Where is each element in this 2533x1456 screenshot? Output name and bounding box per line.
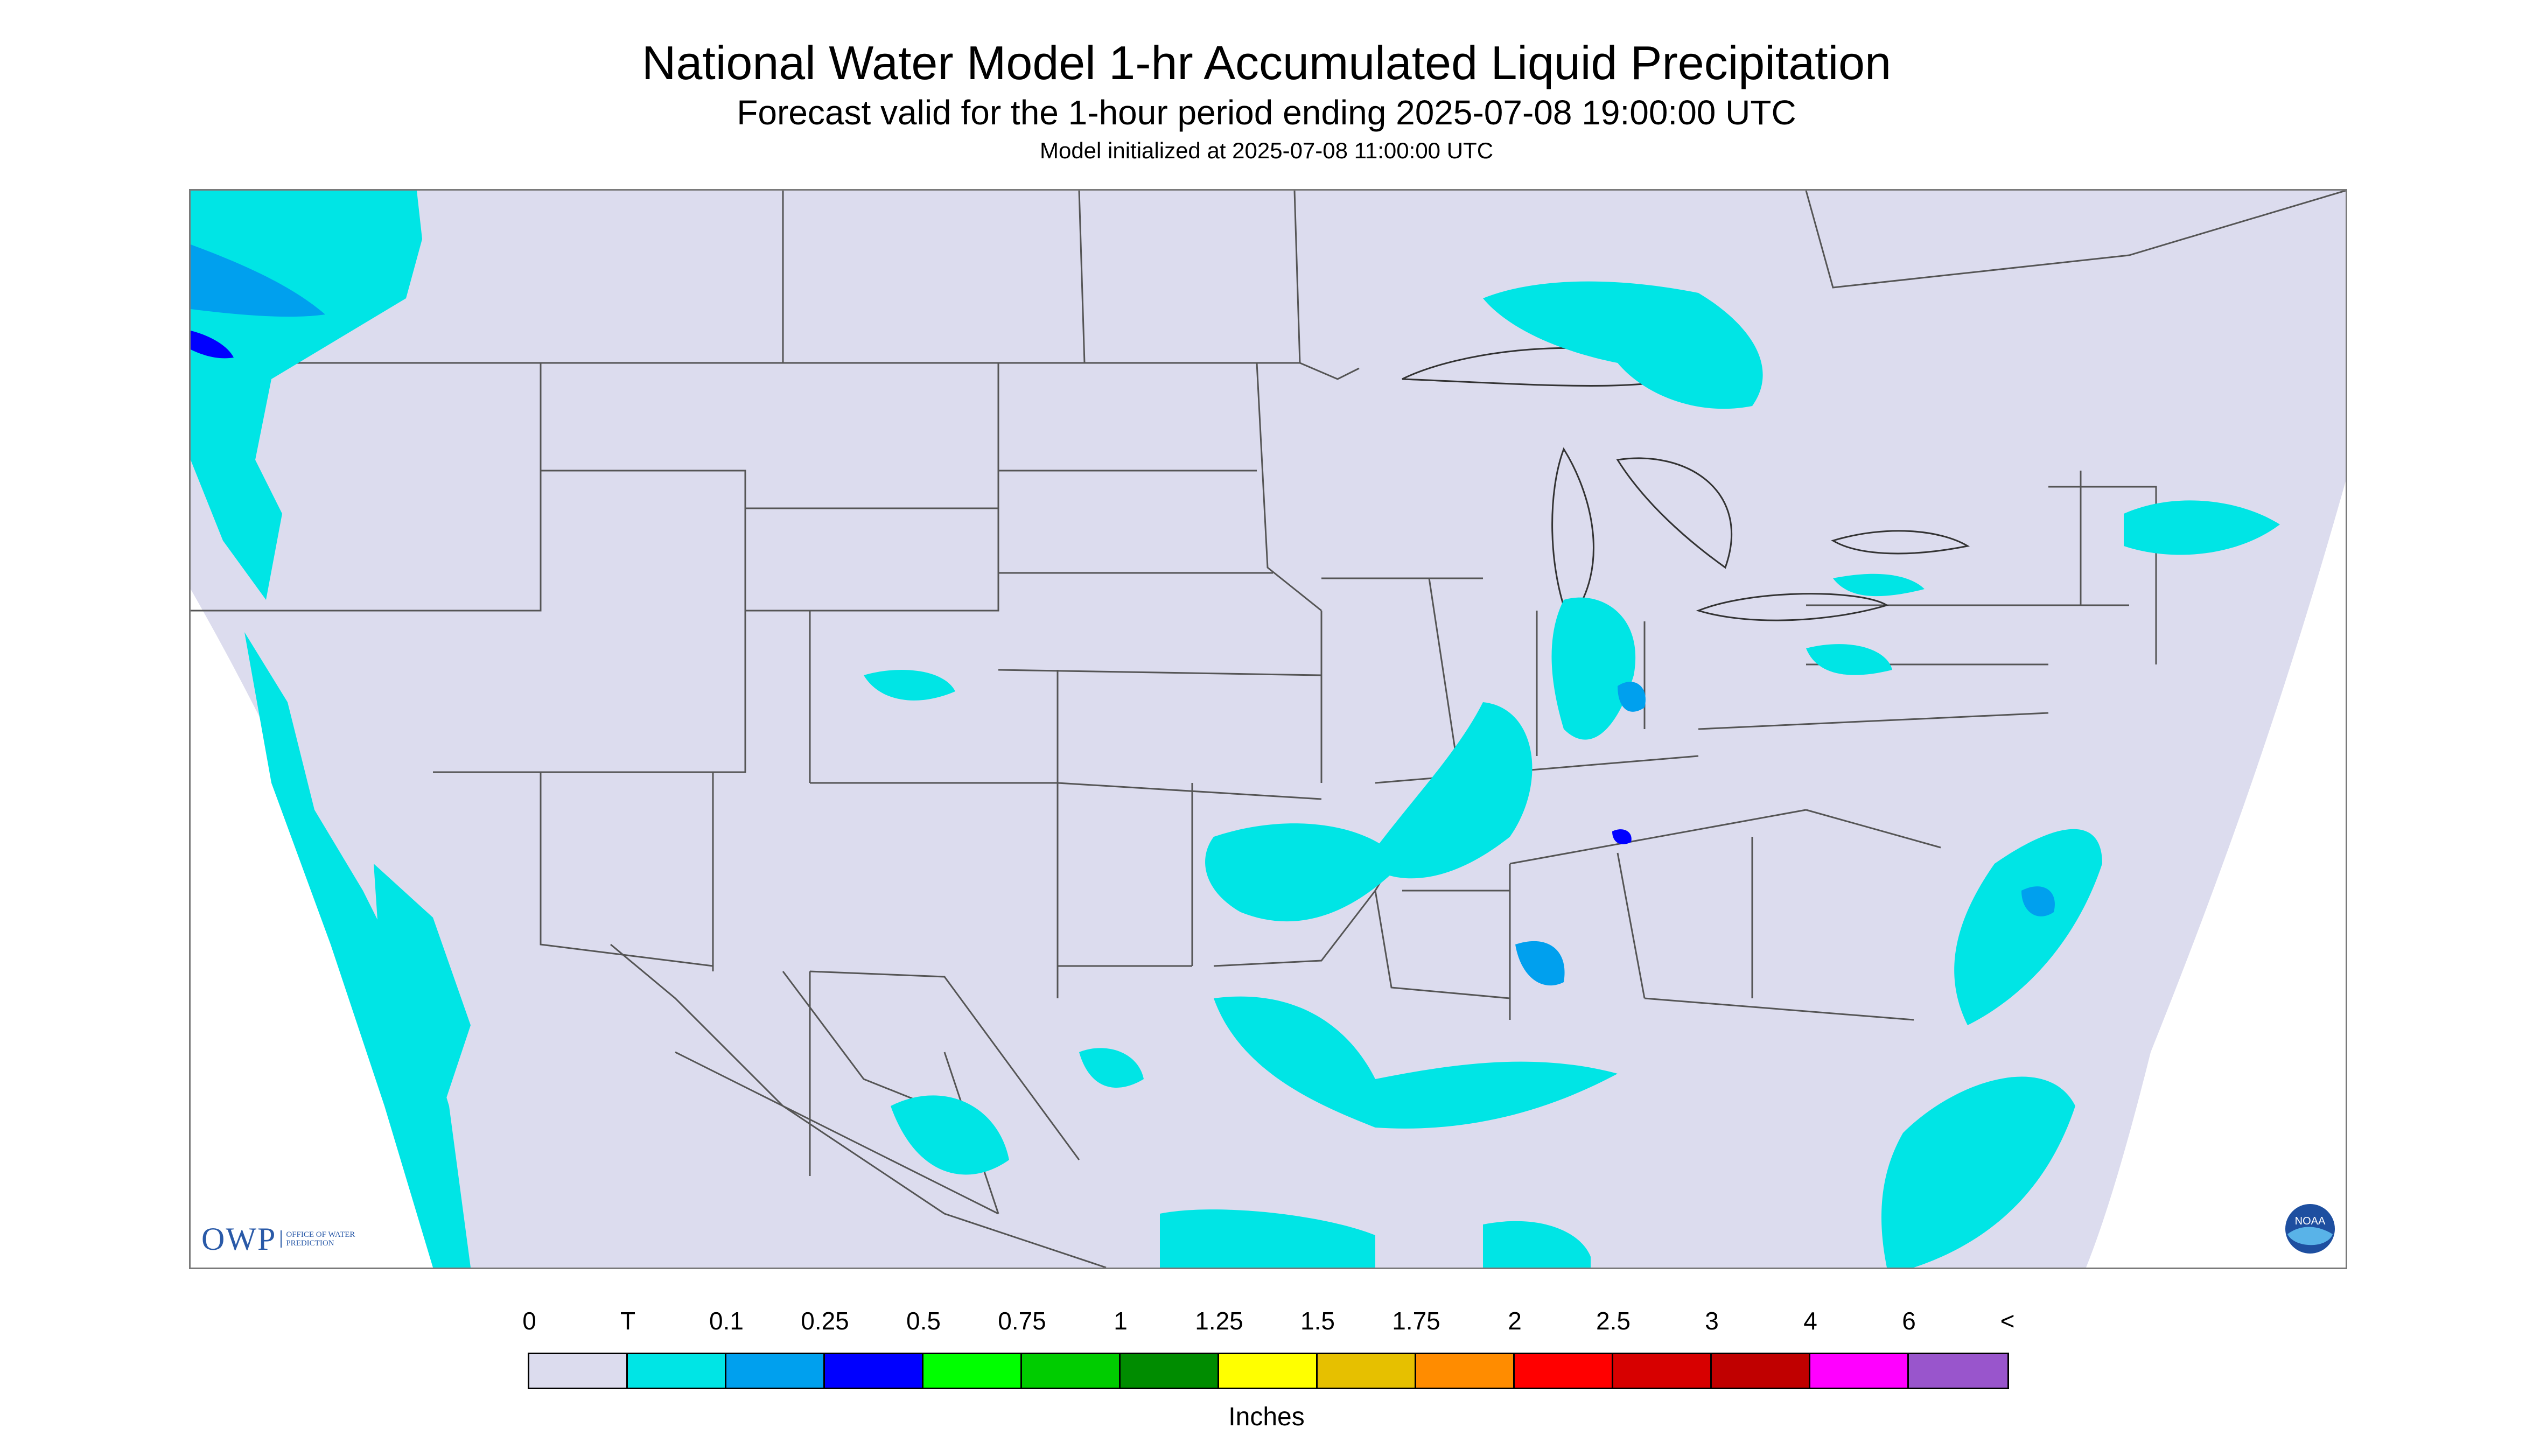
- legend-tick-label: 1.5: [1300, 1307, 1335, 1335]
- legend-tick-label: 2: [1508, 1307, 1522, 1335]
- legend-swatch: [1416, 1354, 1515, 1388]
- legend-tick-label: 0.25: [801, 1307, 849, 1335]
- legend-tick-label: 0: [522, 1307, 536, 1335]
- precip-light: [191, 244, 2055, 986]
- owp-logo: OWP OFFICE OF WATER PREDICTION: [201, 1220, 361, 1258]
- legend-color-bar: [528, 1353, 2009, 1389]
- noaa-logo-text: NOAA: [2295, 1215, 2326, 1227]
- owp-logo-text: OWP: [201, 1221, 277, 1257]
- legend-swatch: [529, 1354, 628, 1388]
- legend-tick-label: 1.75: [1392, 1307, 1440, 1335]
- legend-tick-label: 0.75: [998, 1307, 1046, 1335]
- legend-swatch: [1219, 1354, 1318, 1388]
- map-subtitle: Forecast valid for the 1-hour period end…: [737, 93, 1796, 132]
- legend-tick-label: <: [2000, 1307, 2015, 1335]
- model-domain: [191, 191, 2346, 1268]
- legend-swatch: [1712, 1354, 1810, 1388]
- legend-swatch: [825, 1354, 923, 1388]
- legend-labels: 0 T 0.1 0.25 0.5 0.75 1 1.25 1.5 1.75 2 2.5 3 4 6 <: [522, 1306, 2014, 1339]
- legend-swatch: [1909, 1354, 2007, 1388]
- legend-swatch: [1810, 1354, 1909, 1388]
- precip-map: NOAA: [191, 191, 2346, 1268]
- legend-tick-label: 0.5: [906, 1307, 941, 1335]
- legend-swatch: [1121, 1354, 1219, 1388]
- legend-swatch: [726, 1354, 825, 1388]
- legend-swatch: [1613, 1354, 1712, 1388]
- legend-tick-label: 4: [1803, 1307, 1817, 1335]
- legend-tick-label: 1.25: [1195, 1307, 1243, 1335]
- legend-tick-label: 3: [1705, 1307, 1719, 1335]
- noaa-logo: NOAA: [2285, 1204, 2335, 1254]
- legend-swatch: [1515, 1354, 1613, 1388]
- map-title: National Water Model 1-hr Accumulated Li…: [641, 36, 1892, 89]
- mexico-boundaries: [610, 943, 1107, 1268]
- legend-tick-label: 2.5: [1596, 1307, 1631, 1335]
- legend-swatch: [628, 1354, 726, 1388]
- legend-tick-label: T: [620, 1307, 636, 1335]
- legend-swatch: [1318, 1354, 1416, 1388]
- map-panel: NOAA OWP OFFICE OF WATER PREDICTION: [189, 189, 2347, 1269]
- precip-trace: [191, 191, 2280, 1268]
- owp-logo-subtext: OFFICE OF WATER PREDICTION: [281, 1230, 361, 1248]
- legend-units: Inches: [1228, 1403, 1305, 1431]
- legend-swatch: [923, 1354, 1022, 1388]
- model-init-time: Model initialized at 2025-07-08 11:00:00…: [1039, 138, 1494, 163]
- legend-tick-label: 6: [1902, 1307, 1916, 1335]
- precip-heavy: [191, 331, 1632, 844]
- legend-tick-label: 1: [1114, 1307, 1128, 1335]
- legend-swatch: [1022, 1354, 1121, 1388]
- legend-tick-label: 0.1: [709, 1307, 744, 1335]
